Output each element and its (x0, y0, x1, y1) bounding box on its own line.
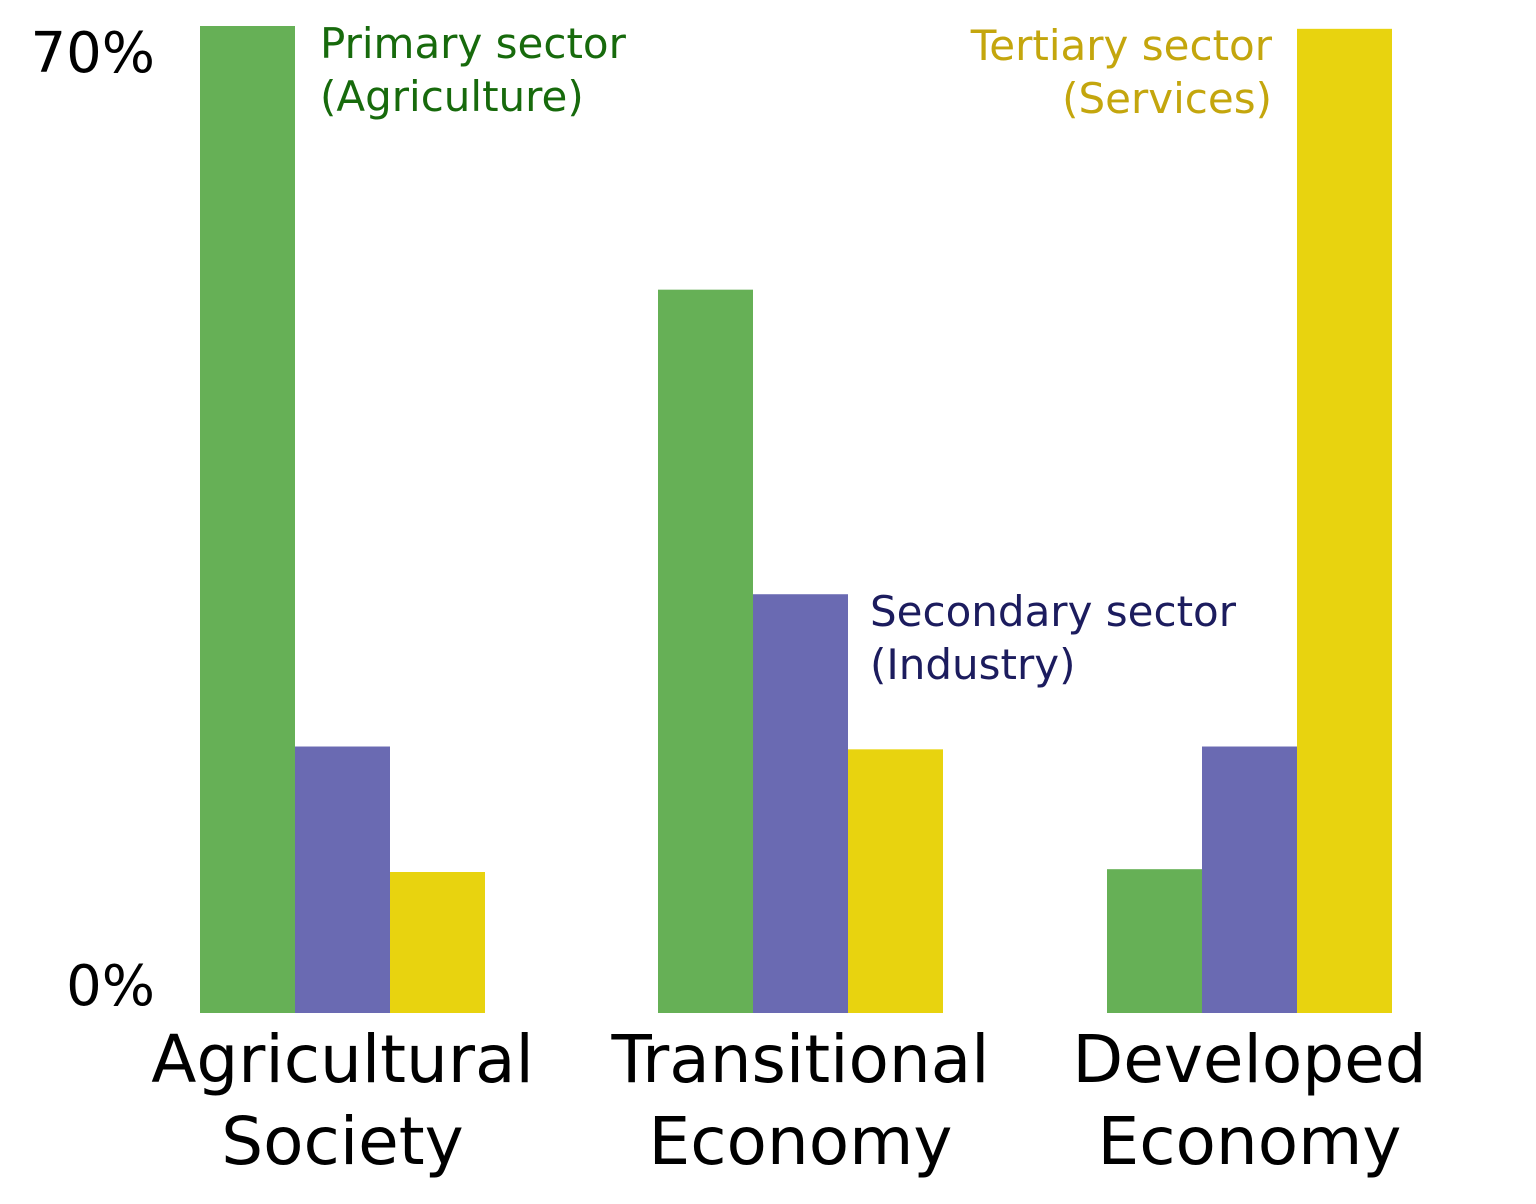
bar-series-3-category-3 (1297, 28, 1392, 1013)
bar-series-2-category-3 (1202, 746, 1297, 1013)
category-label: Agricultural (151, 1021, 534, 1098)
y-tick-label: 70% (31, 21, 155, 86)
bar-series-3-category-2 (848, 749, 943, 1013)
series-label: Tertiary sector (970, 21, 1273, 70)
category-label: Economy (649, 1103, 953, 1180)
bar-series-1-category-2 (658, 289, 753, 1013)
series-label: (Industry) (870, 640, 1076, 689)
bar-series-2-category-1 (295, 746, 390, 1013)
series-label: Primary sector (320, 19, 627, 68)
category-label: Developed (1072, 1021, 1426, 1098)
bar-series-1-category-3 (1107, 869, 1202, 1013)
series-label: Secondary sector (870, 587, 1237, 636)
series-label: (Services) (1062, 74, 1272, 123)
category-label: Society (221, 1103, 463, 1180)
bar-series-1-category-1 (200, 26, 295, 1013)
category-label: Transitional (611, 1021, 990, 1098)
category-label: Economy (1098, 1103, 1402, 1180)
y-tick-label: 0% (66, 954, 155, 1019)
bar-series-3-category-1 (390, 872, 485, 1013)
series-label: (Agriculture) (320, 72, 584, 121)
bar-series-2-category-2 (753, 594, 848, 1013)
